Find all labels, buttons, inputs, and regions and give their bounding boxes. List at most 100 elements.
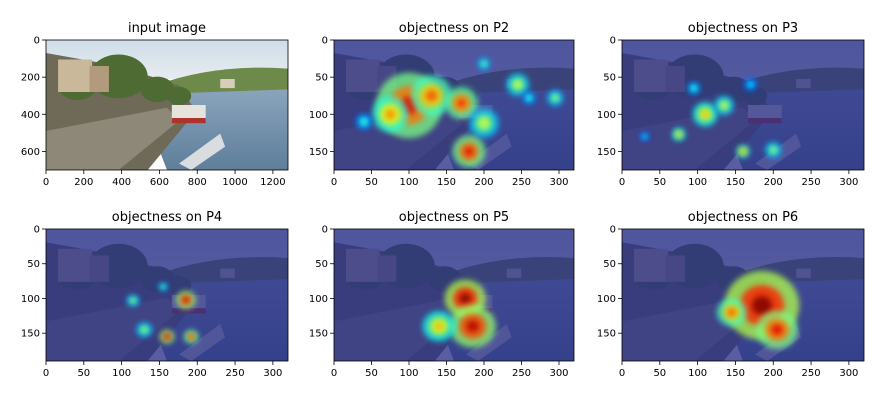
subplot-image: [622, 40, 864, 170]
y-tick-label: 100: [597, 110, 616, 121]
y-tick-label: 150: [21, 329, 40, 340]
scene-tree: [140, 76, 175, 103]
heat-blob-core: [459, 293, 471, 304]
subplot-image: [46, 40, 288, 170]
subplot-5: objectness on P5 0 50 100 150 200 250 300 0 50 100…: [309, 210, 575, 379]
x-tick-label: 100: [399, 177, 418, 188]
x-tick-label: 150: [437, 368, 456, 379]
x-tick-label: 100: [112, 368, 131, 379]
axes-frame: [45, 228, 289, 362]
x-tick-label: 250: [512, 177, 531, 188]
x-tick-label: 50: [653, 368, 666, 379]
heat-blob-core: [425, 90, 438, 102]
scene-boat: [179, 133, 226, 170]
y-tick-label: 0: [34, 36, 40, 47]
x-tick-label: 0: [331, 177, 337, 188]
x-tick-label: 150: [150, 368, 169, 379]
x-tick-label: 300: [263, 368, 282, 379]
x-tick-label: 0: [619, 177, 625, 188]
heat-blob-core: [727, 308, 736, 317]
axes-frame: [333, 39, 575, 171]
heat-blob-core: [482, 61, 486, 66]
y-tick-label: 50: [315, 73, 328, 84]
subplot-title: objectness on P3: [688, 21, 798, 36]
y-tick-label: 50: [27, 259, 40, 270]
heat-blob-core: [514, 81, 521, 88]
y-tick-label: 50: [315, 259, 328, 270]
y-tick-label: 150: [597, 147, 616, 158]
x-tick-label: 600: [150, 177, 169, 188]
y-tick-label: 0: [610, 225, 616, 236]
heat-blob-core: [479, 119, 489, 128]
y-tick-label: 600: [21, 147, 40, 158]
x-tick-label: 0: [43, 368, 49, 379]
x-tick-label: 250: [802, 368, 821, 379]
x-tick-label: 0: [331, 368, 337, 379]
heat-blob-core: [361, 119, 367, 124]
subplot-title: objectness on P4: [112, 210, 222, 225]
heat-blob-core: [464, 146, 474, 156]
x-tick-label: 300: [549, 368, 568, 379]
heat-blob-core: [434, 322, 444, 331]
x-tick-label: 250: [802, 177, 821, 188]
heat-blob-core: [142, 327, 147, 332]
x-tick-label: 200: [188, 368, 207, 379]
x-tick-label: 150: [726, 177, 745, 188]
scene-building: [89, 66, 109, 92]
heat-blob-core: [701, 110, 709, 118]
x-tick-label: 0: [619, 368, 625, 379]
x-tick-label: 100: [688, 177, 707, 188]
x-tick-label: 150: [726, 368, 745, 379]
heat-blob-core: [741, 149, 745, 154]
x-tick-label: 400: [112, 177, 131, 188]
subplot-image: [334, 229, 574, 361]
subplot-title: objectness on P5: [399, 210, 509, 225]
heat-blob-core: [161, 285, 165, 288]
x-tick-label: 100: [399, 368, 418, 379]
scene-building: [220, 79, 235, 89]
x-tick-label: 50: [77, 368, 90, 379]
y-tick-label: 150: [309, 147, 328, 158]
y-tick-label: 50: [603, 73, 616, 84]
y-tick-label: 100: [309, 110, 328, 121]
heat-blob-core: [748, 82, 753, 87]
heat-blob-core: [721, 102, 727, 109]
subplot-2: objectness on P2 0 50 100 150 200 250 300 0 50 100…: [309, 21, 575, 188]
y-tick-label: 0: [610, 36, 616, 47]
heat-blob-core: [131, 298, 135, 303]
x-tick-label: 200: [764, 368, 783, 379]
x-tick-label: 300: [839, 368, 858, 379]
subplot-4: objectness on P4 0 50 100 150 200 250 300 0 50 100…: [21, 210, 289, 379]
y-tick-label: 150: [309, 329, 328, 340]
heat-blob-core: [751, 296, 773, 315]
scene-building: [58, 59, 92, 92]
y-tick-label: 400: [21, 110, 40, 121]
y-tick-label: 0: [322, 225, 328, 236]
heat-blob-core: [643, 135, 647, 138]
heat-blob-core: [164, 334, 170, 339]
scene-quay: [46, 107, 180, 170]
heat-blob-core: [527, 96, 531, 100]
heat-blob-core: [692, 86, 696, 91]
heat-blob-core: [189, 334, 194, 339]
subplot-image: [334, 40, 574, 170]
axes-frame: [621, 228, 865, 362]
subplot-title: objectness on P6: [688, 210, 798, 225]
y-tick-label: 50: [603, 259, 616, 270]
x-tick-label: 250: [226, 368, 245, 379]
x-tick-label: 250: [512, 368, 531, 379]
subplot-title: input image: [128, 21, 206, 36]
y-tick-label: 0: [322, 36, 328, 47]
x-tick-label: 200: [474, 177, 493, 188]
x-tick-label: 1200: [260, 177, 285, 188]
x-tick-label: 50: [365, 368, 378, 379]
heat-blob-core: [676, 132, 681, 137]
x-tick-label: 200: [474, 368, 493, 379]
subplot-image: [622, 229, 864, 361]
heat-blob-core: [771, 324, 783, 335]
axes-frame: [333, 228, 575, 362]
x-tick-label: 50: [365, 177, 378, 188]
heat-blob-core: [553, 95, 558, 101]
heat-blob-core: [385, 109, 396, 120]
